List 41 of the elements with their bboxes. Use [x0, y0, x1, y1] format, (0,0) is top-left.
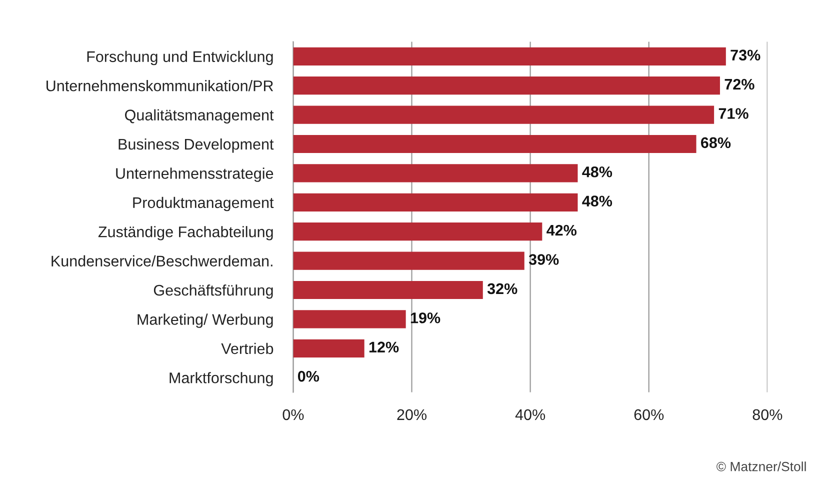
y-tick-label: Qualitätsmanagement [125, 109, 274, 124]
bar [293, 193, 578, 212]
data-label: 72% [724, 78, 754, 90]
bar [293, 164, 578, 182]
x-tick-label: 0% [282, 409, 304, 420]
data-label: 42% [546, 224, 576, 236]
x-tick-label: 60% [634, 409, 664, 420]
y-tick-label: Forschung und Entwicklung [87, 50, 273, 66]
x-tick-label: 40% [515, 409, 546, 420]
y-tick-label: Zuständige Fachabteilung [98, 226, 273, 240]
y-tick-label: Business Development [118, 138, 274, 153]
data-label: 39% [528, 254, 559, 265]
bar [293, 76, 720, 95]
data-label: 48% [582, 196, 612, 206]
data-label: 71% [718, 108, 748, 119]
bar [293, 252, 524, 270]
data-label: 32% [487, 283, 518, 294]
data-label: 0% [298, 370, 320, 382]
bar [293, 222, 542, 241]
y-tick-label: Unternehmenskommunikation/PR [46, 80, 274, 92]
bar [293, 47, 726, 66]
bar [293, 106, 714, 124]
x-tick-label: 80% [752, 409, 782, 420]
data-label: 73% [730, 50, 760, 61]
y-tick-label: Geschäftsführung [154, 284, 273, 299]
y-tick-label: Unternehmensstrategie [116, 168, 274, 182]
y-tick-label: Marktforschung [170, 372, 273, 386]
bar [293, 310, 406, 328]
y-tick-label: Vertrieb [221, 342, 274, 354]
bar [293, 134, 696, 154]
text: © Matzner/Stoll [716, 462, 806, 472]
bar [293, 280, 483, 300]
data-label: 12% [369, 342, 399, 352]
data-label: 68% [701, 137, 731, 148]
y-tick-label: Kundenservice/Beschwerdeman. [52, 255, 272, 266]
data-label: 19% [410, 312, 440, 324]
x-tick-label: 20% [397, 409, 426, 420]
data-label: 48% [582, 166, 612, 178]
y-tick-label: Marketing/ Werbung [138, 314, 273, 328]
y-tick-label: Produktmanagement [133, 196, 274, 212]
bar [293, 339, 364, 358]
